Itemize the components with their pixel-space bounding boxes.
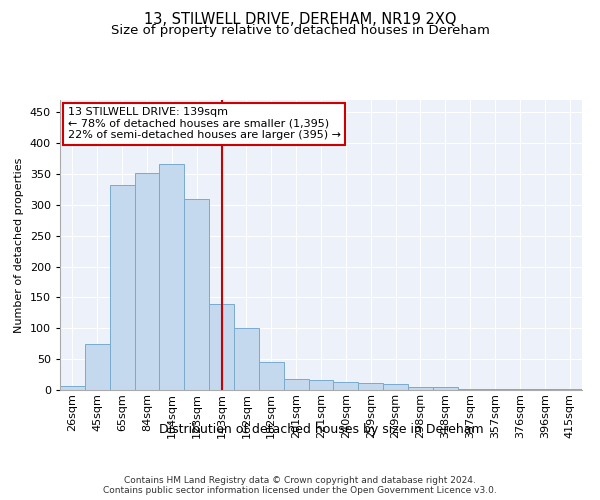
Bar: [160, 164, 184, 390]
Bar: [284, 379, 308, 390]
Text: Contains HM Land Registry data © Crown copyright and database right 2024.
Contai: Contains HM Land Registry data © Crown c…: [103, 476, 497, 495]
Bar: [334, 382, 358, 390]
Bar: [110, 184, 134, 390]
Text: 13, STILWELL DRIVE, DEREHAM, NR19 2XQ: 13, STILWELL DRIVE, DEREHAM, NR19 2XQ: [144, 12, 456, 28]
Y-axis label: Number of detached properties: Number of detached properties: [14, 158, 24, 332]
Bar: [134, 173, 160, 390]
Bar: [85, 344, 110, 390]
Bar: [358, 383, 383, 390]
Bar: [383, 384, 408, 390]
Text: 13 STILWELL DRIVE: 139sqm
← 78% of detached houses are smaller (1,395)
22% of se: 13 STILWELL DRIVE: 139sqm ← 78% of detac…: [68, 108, 341, 140]
Text: Size of property relative to detached houses in Dereham: Size of property relative to detached ho…: [110, 24, 490, 37]
Bar: [60, 386, 85, 390]
Bar: [184, 198, 209, 390]
Bar: [234, 328, 259, 390]
Text: Distribution of detached houses by size in Dereham: Distribution of detached houses by size …: [158, 422, 484, 436]
Bar: [259, 362, 284, 390]
Bar: [209, 304, 234, 390]
Bar: [308, 380, 334, 390]
Bar: [408, 387, 433, 390]
Bar: [458, 389, 482, 390]
Bar: [433, 387, 458, 390]
